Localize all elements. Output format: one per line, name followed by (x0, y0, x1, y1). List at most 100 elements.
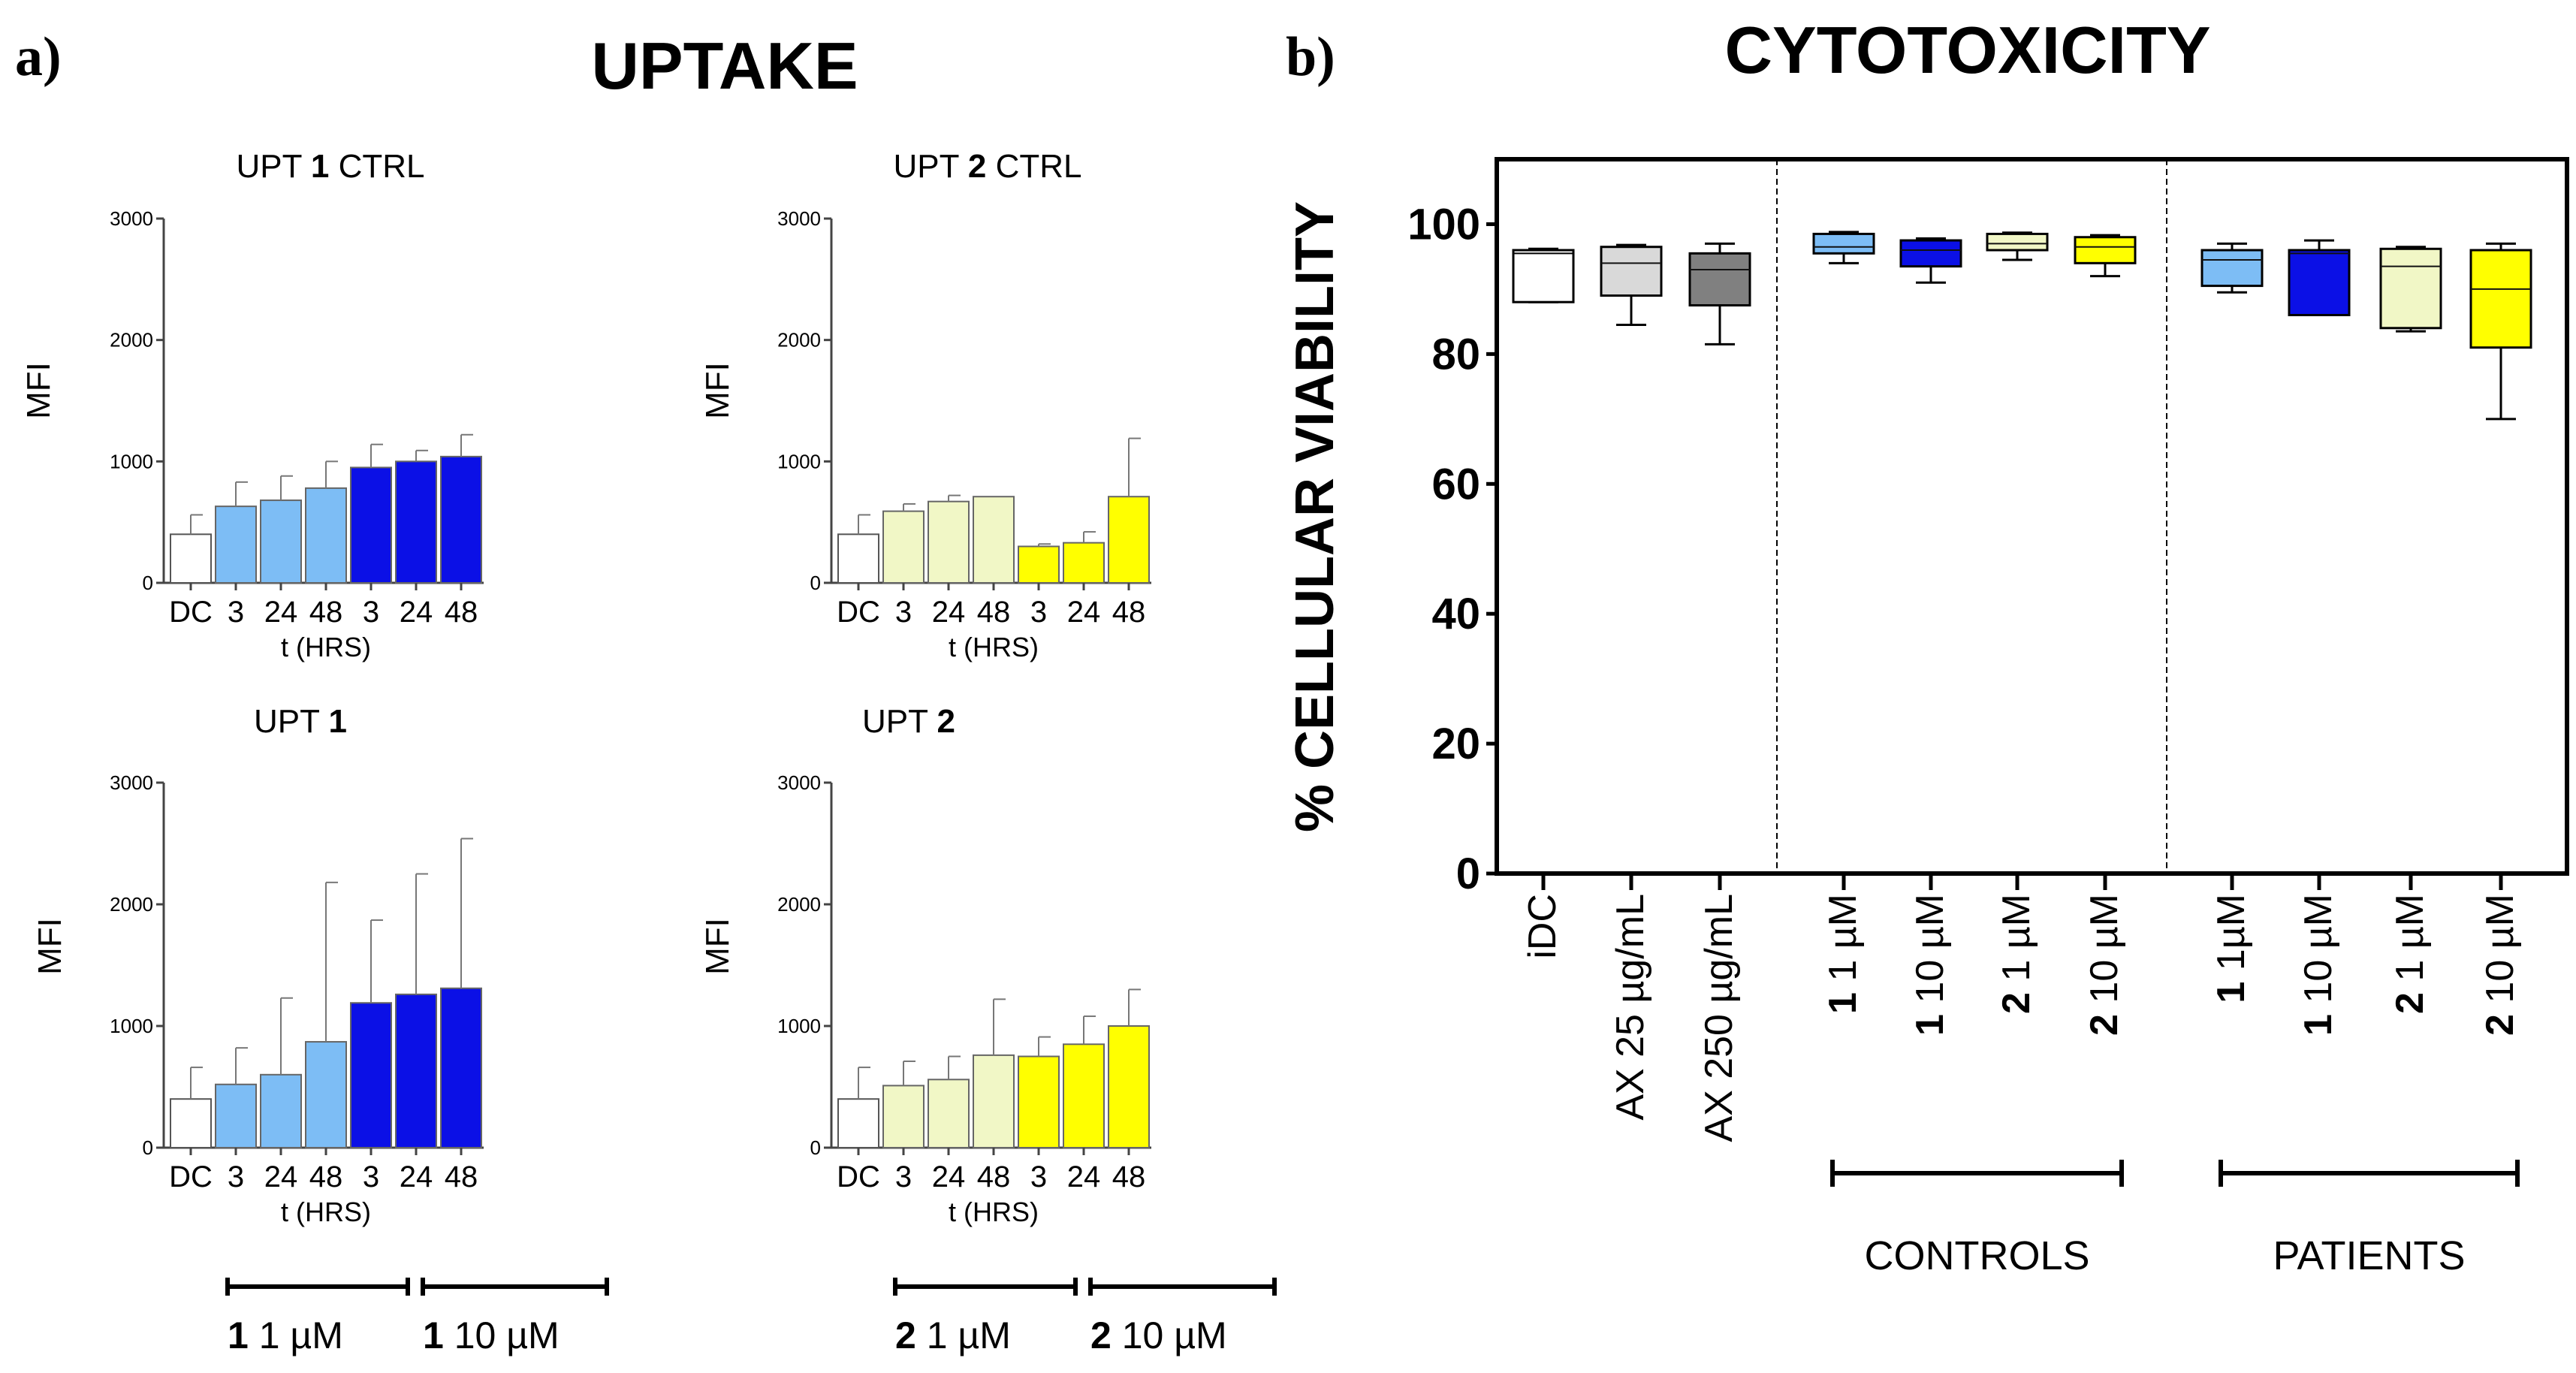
label-part: 10 µM (1908, 894, 1952, 1014)
y-tick-label: 20 (1431, 720, 1480, 768)
bar (305, 487, 347, 584)
box (2074, 236, 2137, 264)
box (1688, 252, 1751, 307)
cytotoxicity-title: CYTOTOXICITY (1724, 13, 2210, 87)
x-tick-label: 3 (1030, 1160, 1047, 1193)
y-tick-label: 80 (1431, 330, 1480, 379)
bar (837, 1098, 879, 1148)
x-tick-label: 3 (895, 1160, 912, 1193)
x-tick-label: iDC (1521, 894, 1564, 959)
x-tick-label: 48 (309, 1160, 343, 1193)
y-tick-label: 0 (1456, 849, 1480, 898)
x-tick-label: 3 (228, 596, 244, 629)
y-tick-label: 2000 (110, 329, 153, 352)
y-tick-label: 0 (143, 1136, 153, 1159)
box (2379, 247, 2442, 330)
label-part: 10 µM (1112, 1314, 1227, 1356)
y-tick-label: 1000 (110, 450, 153, 472)
x-axis-label: t (HRS) (949, 1196, 1039, 1227)
label-part: UPT (862, 703, 937, 740)
bar (440, 987, 482, 1149)
label-part: 2 (2083, 1014, 2126, 1036)
label-part: 2 (1090, 1314, 1112, 1356)
y-tick-label: 0 (810, 572, 821, 594)
bar (170, 1098, 212, 1148)
y-tick-label: 1000 (777, 450, 821, 472)
x-tick-label: 24 (1067, 1160, 1101, 1193)
label-part: 2 (2478, 1014, 2522, 1036)
x-tick-label: 1 10 µM (1908, 894, 1952, 1036)
label-part: UPT (893, 148, 967, 185)
bar (973, 1054, 1015, 1149)
bar (1018, 1055, 1060, 1148)
x-tick-label: 24 (400, 1160, 433, 1193)
plot-frame (1495, 157, 2569, 876)
x-tick-label: 48 (445, 596, 478, 629)
label-part: 10 µM (444, 1314, 560, 1356)
x-tick-label: 3 (1030, 596, 1047, 629)
bar (882, 1085, 925, 1149)
label-part: 1 (2210, 982, 2253, 1003)
bar (395, 993, 437, 1148)
chart-title: UPT 1 (254, 703, 347, 740)
label-part: 1 µM (249, 1314, 343, 1356)
panel-label-b: b) (1286, 26, 1335, 88)
group-label: 1 10 µM (423, 1314, 560, 1356)
label-part: 10 µM (2478, 894, 2522, 1014)
x-tick-label: 1 10 µM (2297, 894, 2340, 1036)
x-tick-label: 48 (309, 596, 343, 629)
box (2200, 249, 2264, 288)
x-tick-label: 3 (363, 1160, 379, 1193)
y-axis-label: MFI (32, 918, 68, 975)
x-tick-label: 48 (445, 1160, 478, 1193)
group-label: 2 1 µM (895, 1314, 1011, 1356)
bar (395, 460, 437, 584)
label-part: 1 (423, 1314, 444, 1356)
y-axis-label: MFI (699, 362, 736, 419)
bar (928, 500, 970, 584)
label-part: 1µM (2210, 894, 2253, 982)
panel-label-a: a) (15, 26, 62, 88)
x-tick-label: 24 (400, 596, 433, 629)
label-part: iDC (1521, 894, 1564, 959)
label-part: 1 (2297, 1014, 2340, 1036)
bar (973, 496, 1015, 584)
label-part: CTRL (986, 148, 1081, 185)
box (1812, 232, 1875, 255)
y-tick-label: 100 (1407, 200, 1480, 249)
x-axis-label: t (HRS) (949, 632, 1039, 662)
box (1512, 249, 1575, 303)
bar (215, 505, 257, 584)
x-tick-label: 48 (1112, 1160, 1146, 1193)
bar (1063, 1043, 1105, 1149)
bar (350, 1002, 392, 1148)
x-tick-label: DC (837, 596, 880, 629)
x-tick-label: 24 (932, 1160, 966, 1193)
bar (350, 466, 392, 584)
x-tick-label: 24 (932, 596, 966, 629)
label-part: 1 (311, 148, 329, 185)
label-part: CTRL (329, 148, 424, 185)
x-tick-label: 48 (977, 1160, 1011, 1193)
label-part: 1 µM (916, 1314, 1011, 1356)
x-tick-label: 2 1 µM (1995, 894, 2038, 1014)
y-tick-label: 3000 (777, 771, 821, 794)
x-tick-label: DC (837, 1160, 880, 1193)
x-tick-label: 48 (977, 596, 1011, 629)
y-tick-label: 60 (1431, 460, 1480, 508)
box (1986, 232, 2049, 252)
label-part: UPT (236, 148, 310, 185)
bar (928, 1079, 970, 1149)
y-axis-label: % CELLULAR VIABILITY (1285, 201, 1345, 832)
bar (260, 1073, 302, 1149)
label-part: 2 (1995, 992, 2038, 1014)
x-tick-label: AX 250 µg/mL (1697, 894, 1741, 1142)
y-tick-label: 0 (810, 1136, 821, 1159)
bar (837, 533, 879, 584)
chart-title: UPT 2 (862, 703, 955, 740)
y-tick-label: 3000 (110, 771, 153, 794)
